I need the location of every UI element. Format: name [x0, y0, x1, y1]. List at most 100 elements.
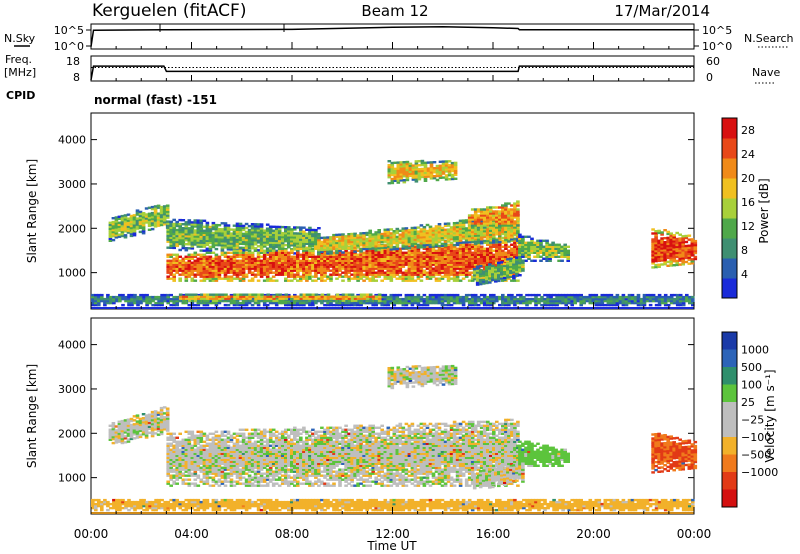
power-cell-r9 [498, 297, 502, 301]
power-cell-r4 [405, 174, 410, 178]
power-cell-r4 [396, 167, 401, 170]
power-cell-r9 [552, 297, 556, 301]
power-cell-r8 [675, 249, 679, 253]
power-cell-r2 [193, 273, 198, 276]
power-cell-r2 [452, 259, 457, 262]
power-cell-r3 [513, 230, 517, 233]
power-cell-r1 [208, 245, 213, 249]
power-cell-r2 [383, 253, 388, 256]
power-cell-r1 [169, 228, 173, 231]
power-cell-r2 [305, 255, 309, 258]
power-cell-r1 [202, 233, 207, 236]
power-cell-r2 [253, 249, 258, 252]
power-cell-r9 [94, 297, 98, 301]
power-cell-r6 [533, 243, 537, 246]
power-cell-r8 [651, 244, 655, 247]
power-cell-r1 [247, 246, 252, 250]
power-cell-r5 [476, 210, 481, 213]
power-cell-r1 [175, 238, 179, 242]
power-cell-r2 [199, 257, 204, 260]
power-cell-r6 [545, 241, 549, 244]
power-cell-r8 [666, 246, 670, 250]
power-cell-r1 [235, 222, 240, 225]
power-cell-r9 [570, 301, 574, 305]
power-cell-r2 [507, 277, 511, 280]
power-cell-r1 [296, 244, 300, 247]
power-cell-r3 [329, 248, 333, 251]
power-cell-r9 [91, 301, 95, 305]
power-cell-r4 [414, 174, 419, 177]
power-cell-r1 [184, 233, 189, 236]
power-cell-r2 [350, 257, 354, 260]
power-cell-r8 [681, 239, 685, 242]
power-cell-r8 [651, 232, 655, 235]
power-cell-r2 [461, 249, 466, 252]
power-cell-r9 [416, 299, 421, 303]
power-cell-r2 [356, 279, 360, 282]
power-cell-r6 [527, 255, 531, 258]
power-cell-r7 [521, 263, 525, 266]
power-cell-r2 [495, 257, 499, 260]
power-cell-r2 [335, 257, 339, 260]
power-cell-r2 [371, 261, 375, 264]
power-cell-r3 [353, 236, 357, 239]
power-cell-r9 [588, 299, 593, 303]
power-cell-r1 [172, 222, 176, 226]
power-cell-r8 [654, 255, 658, 259]
power-cell-r4 [432, 177, 437, 180]
power-cell-r1 [217, 240, 222, 243]
power-cell-r2 [347, 279, 351, 282]
power-cell-r7 [506, 264, 510, 267]
power-cell-r2 [482, 249, 487, 252]
power-cell-r3 [356, 242, 360, 245]
power-cell-r2 [383, 273, 388, 276]
power-cell-r2 [473, 253, 478, 256]
power-cell-r1 [284, 240, 288, 243]
power-cell-r9 [302, 301, 306, 305]
power-cell-r1 [208, 233, 213, 237]
power-cell-r9 [103, 299, 107, 303]
power-cell-r2 [169, 253, 173, 256]
power-cell-r1 [287, 244, 291, 247]
power-cell-r2 [344, 265, 348, 268]
power-cell-r4 [444, 170, 449, 173]
power-cell-r2 [398, 261, 403, 264]
power-cell-r2 [386, 259, 391, 262]
power-cell-r2 [338, 259, 342, 262]
power-cell-r0 [138, 216, 143, 220]
power-cell-r0 [156, 206, 161, 209]
power-cell-r5 [516, 202, 520, 205]
power-cell-r2 [274, 251, 279, 254]
power-cell-r9 [431, 301, 436, 305]
power-cell-r2 [492, 257, 496, 260]
power-cell-r3 [416, 238, 421, 241]
power-cell-r6 [551, 241, 555, 244]
power-cell-r2 [302, 271, 306, 274]
power-cell-r2 [287, 279, 291, 282]
power-cell-r2 [437, 261, 442, 264]
power-cell-r2 [178, 267, 182, 270]
power-cell-r2 [380, 279, 384, 282]
power-cell-r2 [344, 251, 348, 254]
power-cell-r2 [280, 269, 285, 272]
power-cell-r3 [513, 237, 517, 241]
power-cell-r2 [181, 269, 186, 272]
power-cell-r1 [247, 230, 252, 234]
power-cell-r9 [124, 295, 128, 299]
power-cell-r2 [256, 271, 261, 274]
power-cell-r2 [277, 251, 282, 254]
power-cell-r2 [284, 279, 288, 282]
power-cell-r3 [458, 229, 463, 232]
power-cell-r9 [489, 295, 493, 299]
power-cell-r3 [473, 230, 478, 233]
power-cell-r2 [443, 261, 448, 264]
power-cell-r2 [166, 255, 170, 258]
power-cell-r1 [214, 241, 219, 245]
power-cell-r9 [127, 301, 131, 305]
power-cell-r3 [326, 252, 330, 255]
power-cell-r2 [205, 269, 210, 272]
power-cell-r2 [431, 263, 436, 266]
power-cell-r2 [486, 251, 490, 254]
power-cell-r2 [274, 269, 279, 272]
power-cell-r4 [387, 164, 392, 167]
